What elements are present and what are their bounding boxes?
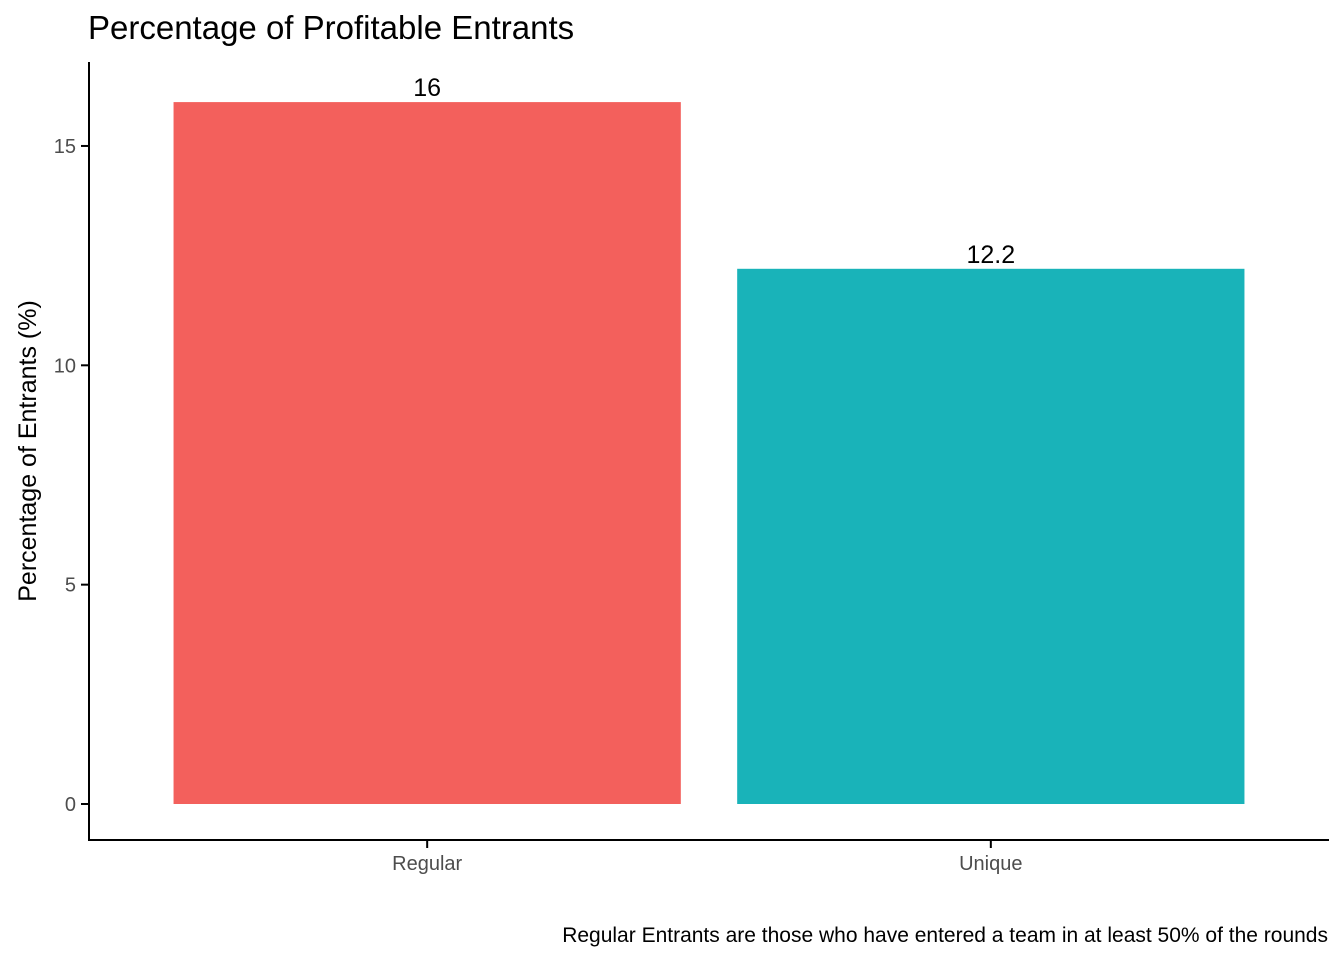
y-tick-label-0: 0 xyxy=(65,794,76,816)
data-label-unique: 12.2 xyxy=(966,241,1015,269)
bar-unique xyxy=(737,268,1245,804)
data-labels-layer: 16 12.2 xyxy=(413,74,1015,269)
bar-regular xyxy=(173,102,681,805)
x-tick-label-unique: Unique xyxy=(959,853,1022,875)
y-tick-label-10: 10 xyxy=(54,355,76,377)
y-tick-label-15: 15 xyxy=(54,136,76,158)
y-axis-label: Percentage of Entrants (%) xyxy=(14,300,42,602)
y-tick-label-5: 5 xyxy=(65,575,76,597)
chart-title: Percentage of Profitable Entrants xyxy=(88,9,574,46)
chart-caption: Regular Entrants are those who have ente… xyxy=(562,924,1328,947)
data-label-regular: 16 xyxy=(413,74,441,102)
x-tick-label-regular: Regular xyxy=(392,853,462,875)
y-ticks-layer: 0 5 10 15 xyxy=(54,136,89,816)
bars-layer xyxy=(173,102,1245,805)
x-ticks-layer: Regular Unique xyxy=(392,840,1023,875)
